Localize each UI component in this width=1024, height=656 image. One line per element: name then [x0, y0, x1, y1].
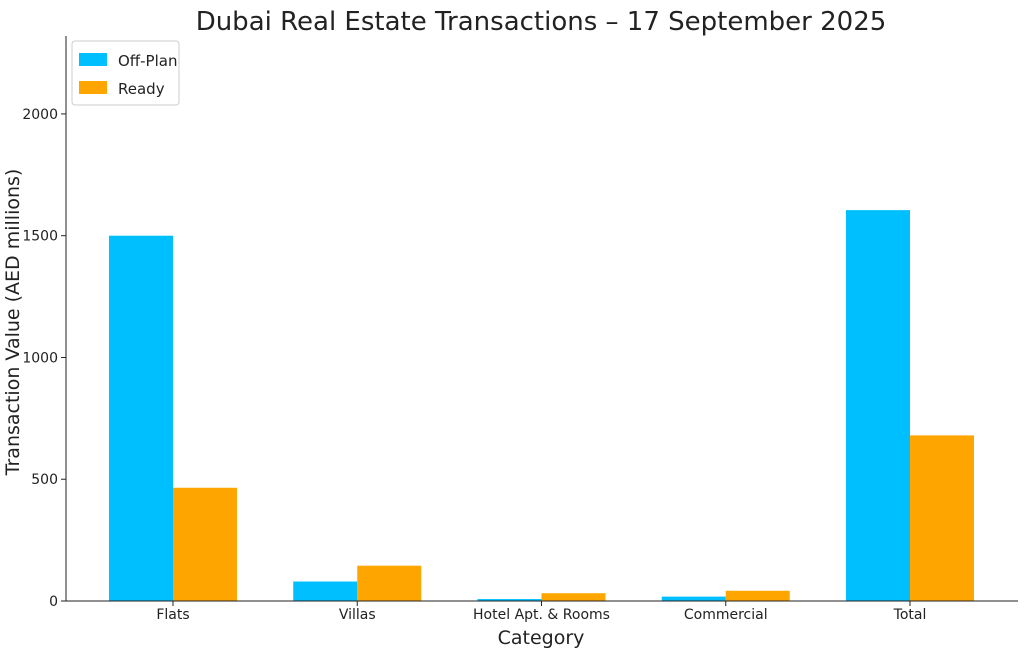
x-axis-label: Category	[498, 627, 585, 649]
bar-off-plan-flats	[109, 235, 173, 601]
y-tick-label: 0	[49, 594, 58, 610]
bars-group	[109, 210, 974, 602]
y-axis-ticks: 0 500 1000 1500 2000	[22, 107, 66, 610]
bar-ready-hotel-apt-rooms	[541, 593, 606, 601]
legend-swatch-ready	[79, 81, 107, 94]
legend-label-off-plan: Off-Plan	[118, 52, 177, 70]
chart-title: Dubai Real Estate Transactions – 17 Sept…	[196, 7, 887, 37]
x-axis-ticks: Flats Villas Hotel Apt. & Rooms Commercial T…	[156, 601, 926, 623]
y-axis-label: Transaction Value (AED millions)	[2, 169, 24, 477]
legend: Off-Plan Ready	[71, 40, 180, 106]
legend-label-ready: Ready	[118, 80, 165, 98]
x-tick-label: Total	[893, 607, 927, 623]
bar-off-plan-hotel-apt-rooms	[477, 599, 542, 601]
y-tick-label: 2000	[22, 107, 58, 123]
legend-swatch-off-plan	[79, 53, 107, 66]
x-tick-label: Commercial	[684, 607, 768, 623]
x-tick-label: Hotel Apt. & Rooms	[473, 607, 610, 623]
bar-ready-commercial	[725, 590, 790, 601]
bar-off-plan-total	[846, 210, 910, 602]
bar-ready-villas	[357, 565, 422, 601]
bar-ready-flats	[173, 487, 237, 601]
bar-off-plan-commercial	[661, 596, 726, 601]
y-tick-label: 500	[31, 472, 58, 488]
y-tick-label: 1500	[22, 229, 58, 245]
x-tick-label: Villas	[339, 607, 376, 623]
x-tick-label: Flats	[156, 607, 189, 623]
bar-ready-total	[910, 435, 974, 601]
bar-off-plan-villas	[293, 581, 358, 601]
y-tick-label: 1000	[22, 350, 58, 366]
